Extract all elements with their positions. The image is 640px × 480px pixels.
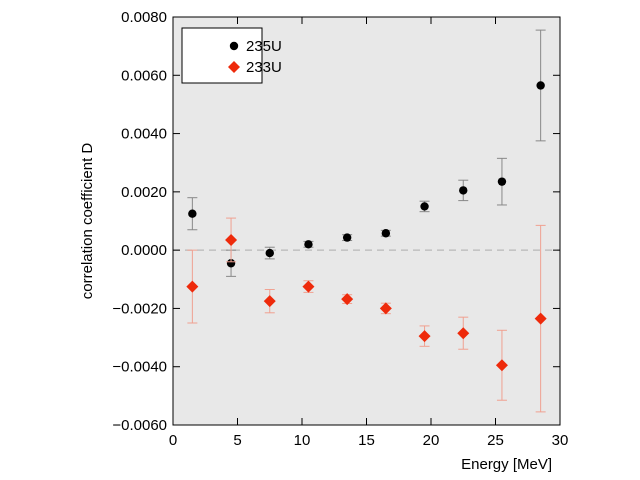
data-point bbox=[342, 233, 352, 242]
series-235U bbox=[187, 29, 546, 277]
data-point bbox=[341, 293, 354, 306]
data-point bbox=[457, 327, 470, 340]
y-axis-title: correlation coefficient D bbox=[79, 143, 96, 300]
series-233U bbox=[186, 217, 547, 413]
x-tick-label: 20 bbox=[423, 432, 440, 449]
legend-marker-233U bbox=[228, 61, 240, 73]
y-tick-label: 0.0040 bbox=[121, 126, 167, 143]
y-tick-label: 0.0020 bbox=[121, 184, 167, 201]
data-point bbox=[418, 330, 431, 343]
data-point bbox=[263, 295, 276, 308]
data-point bbox=[381, 229, 391, 238]
data-point bbox=[265, 248, 274, 258]
data-point bbox=[536, 81, 545, 90]
data-point bbox=[420, 202, 429, 211]
data-point bbox=[497, 177, 507, 186]
y-tick-label: −0.0020 bbox=[112, 300, 167, 317]
x-tick-label: 5 bbox=[233, 432, 241, 449]
x-tick-label: 30 bbox=[552, 432, 569, 449]
legend-box bbox=[181, 27, 263, 84]
data-point bbox=[304, 240, 313, 249]
y-tick-label: 0.0000 bbox=[121, 242, 167, 259]
data-point bbox=[226, 259, 236, 268]
x-tick-label: 25 bbox=[487, 432, 504, 449]
legend: 235U 233U bbox=[181, 27, 282, 84]
data-point bbox=[379, 302, 392, 315]
plot-frame bbox=[172, 16, 561, 426]
y-tick-label: 0.0080 bbox=[121, 9, 167, 26]
x-tick-label: 15 bbox=[358, 432, 375, 449]
data-point bbox=[188, 209, 197, 218]
legend-label-233U: 233U bbox=[246, 59, 282, 76]
y-tick-label: −0.0060 bbox=[112, 417, 167, 434]
legend-label-235U: 235U bbox=[246, 38, 282, 55]
data-point bbox=[186, 280, 199, 293]
x-tick-label: 10 bbox=[294, 432, 311, 449]
plot-background bbox=[173, 17, 560, 425]
y-tick-label: −0.0040 bbox=[112, 359, 167, 376]
data-point bbox=[225, 233, 238, 246]
data-point bbox=[534, 312, 547, 325]
data-point bbox=[302, 280, 315, 293]
y-tick-label: 0.0060 bbox=[121, 67, 167, 84]
data-point bbox=[495, 359, 508, 372]
legend-marker-235U bbox=[229, 41, 239, 51]
x-axis-title: Energy [MeV] bbox=[461, 456, 552, 473]
data-point bbox=[459, 186, 468, 195]
x-tick-label: 0 bbox=[169, 432, 177, 449]
